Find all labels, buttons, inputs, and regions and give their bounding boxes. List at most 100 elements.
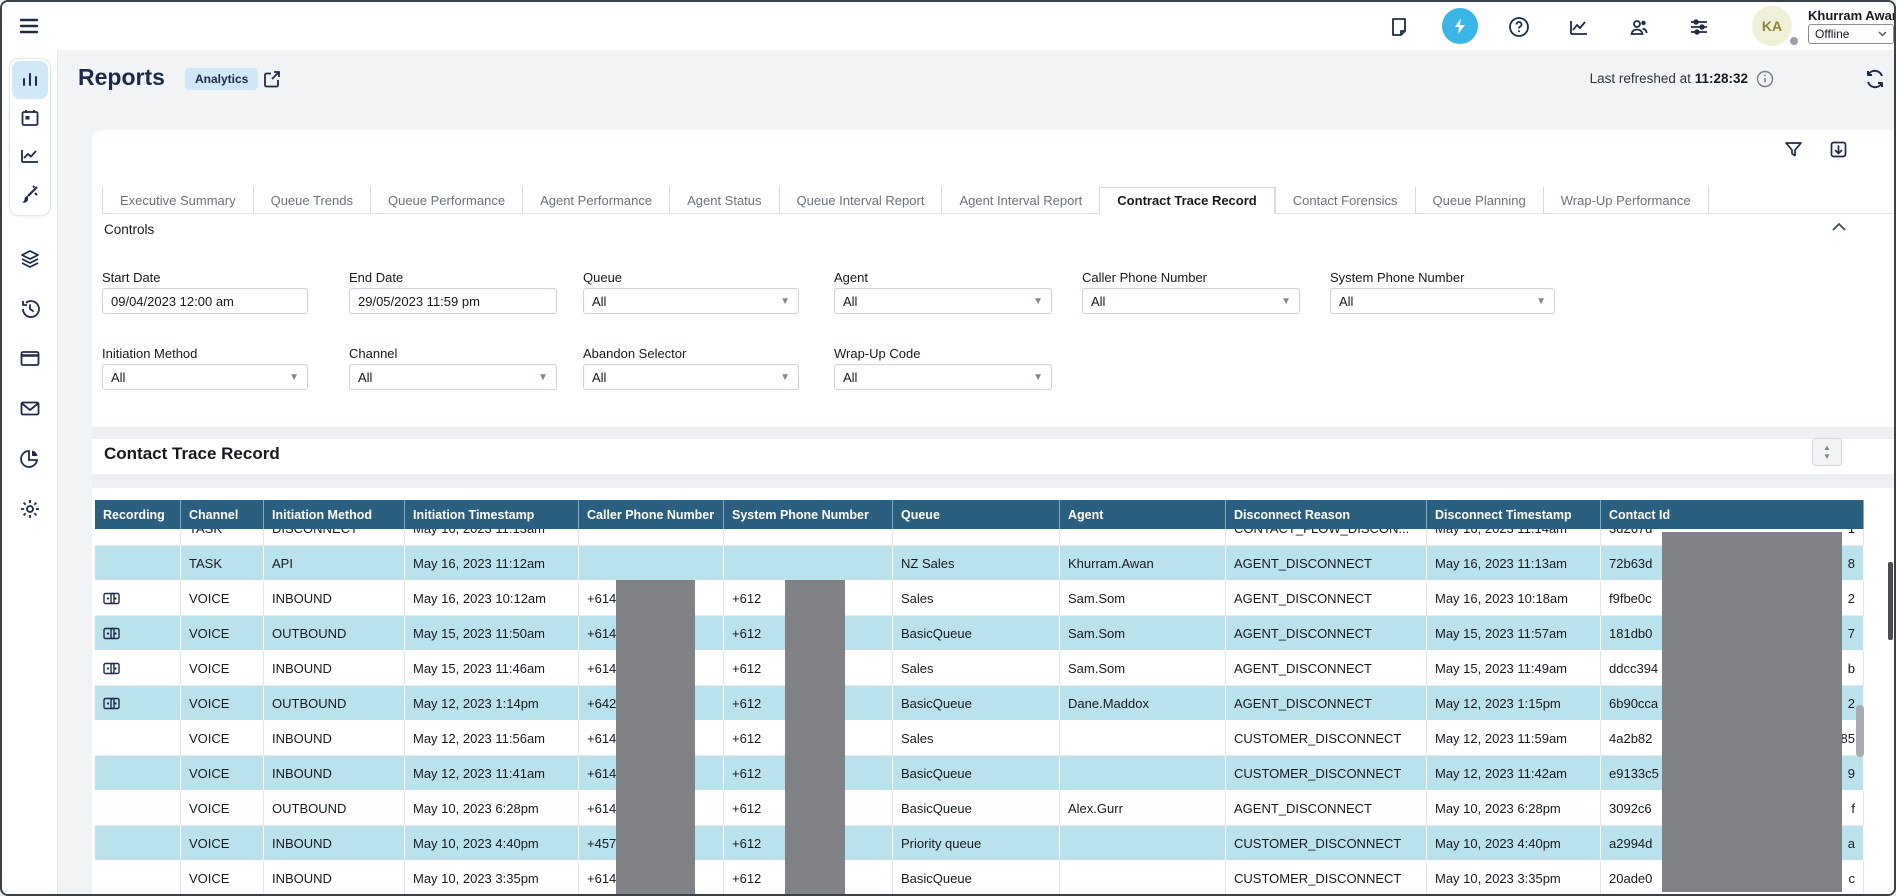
filter-select-system-phone-number[interactable]: All ▼ [1330,288,1555,314]
status-select[interactable]: Offline [1808,24,1894,44]
disconnect-reason-cell: AGENT_DISCONNECT [1226,791,1427,825]
sidebar-item-history[interactable] [9,290,51,328]
table-row[interactable]: VOICE OUTBOUND May 15, 2023 11:50am +614 +61… [95,616,1864,651]
table-row[interactable]: VOICE INBOUND May 12, 2023 11:56am +614 +612… [95,721,1864,756]
bar-chart-icon [23,73,37,86]
table-row[interactable]: TASK DISCONNECT May 16, 2023 11:13am CONTAC… [95,529,1864,546]
recording-icon[interactable] [103,592,120,605]
table-row[interactable]: VOICE OUTBOUND May 12, 2023 1:14pm +642 +612… [95,686,1864,721]
tab-queue-trends[interactable]: Queue Trends [252,187,370,213]
sidebar-item-settings[interactable] [9,490,51,528]
sidebar-item-windows[interactable] [9,340,51,378]
tab-executive-summary[interactable]: Executive Summary [102,187,253,213]
column-header-channel[interactable]: Channel [181,500,264,529]
disconnect-timestamp-cell: May 16, 2023 11:14am [1427,529,1601,545]
collapse-chevron-icon[interactable] [1832,222,1846,231]
column-header-disconnect-reason[interactable]: Disconnect Reason [1226,500,1427,529]
tab-agent-performance[interactable]: Agent Performance [522,187,669,213]
help-icon[interactable] [1508,16,1530,38]
table-scroll-area[interactable]: TASK DISCONNECT May 16, 2023 11:13am CONTAC… [95,529,1864,894]
table-row[interactable]: VOICE INBOUND May 15, 2023 11:46am +614 +612… [95,651,1864,686]
recording-icon[interactable] [103,662,120,675]
column-header-recording[interactable]: Recording [95,500,181,529]
column-header-agent[interactable]: Agent [1060,500,1226,529]
column-header-caller-phone-number[interactable]: Caller Phone Number [579,500,724,529]
filter-select-agent[interactable]: All ▼ [834,288,1052,314]
note-icon[interactable] [1388,16,1410,38]
sliders-icon[interactable] [1688,16,1710,38]
bolt-icon[interactable] [1442,8,1478,44]
cell-text: May 15, 2023 11:46am [413,660,546,676]
channel-cell: TASK [181,546,264,580]
download-icon[interactable] [1829,140,1848,159]
tab-agent-interval-report[interactable]: Agent Interval Report [941,187,1099,213]
column-header-contact-id[interactable]: Contact Id [1601,500,1864,529]
chevron-down-icon: ▼ [538,371,548,383]
refresh-icon[interactable] [1864,68,1886,90]
table-row[interactable]: VOICE INBOUND May 12, 2023 11:41am +614 +612… [95,756,1864,791]
external-link-icon[interactable] [262,69,282,89]
sidebar-item-stacks[interactable] [9,240,51,278]
sidebar-item-trends[interactable] [12,137,48,175]
sidebar-item-reporting[interactable] [9,440,51,478]
table-row[interactable]: TASK API May 16, 2023 11:12am NZ Sales Khurr… [95,546,1864,581]
table-row[interactable]: VOICE INBOUND May 10, 2023 4:40pm +457 +612 P… [95,826,1864,861]
panel-divider [92,427,1894,439]
sidebar-item-reports[interactable] [12,61,48,99]
cell-text: TASK [189,555,222,571]
info-icon[interactable] [1756,70,1774,88]
filter-select-caller-phone-number[interactable]: All ▼ [1082,288,1300,314]
column-header-initiation-method[interactable]: Initiation Method [264,500,405,529]
table-row[interactable]: VOICE OUTBOUND May 10, 2023 6:28pm +614 +612… [95,791,1864,826]
avatar[interactable]: KA [1752,6,1792,46]
agent-cell [1060,861,1226,894]
cell-text: May 16, 2023 11:13am [413,529,545,536]
page-scrollbar-thumb[interactable] [1888,562,1893,640]
tab-contact-forensics[interactable]: Contact Forensics [1274,187,1415,213]
users-icon[interactable] [1628,16,1650,38]
table-scrollbar-thumb[interactable] [1856,705,1864,757]
tab-wrap-up-performance[interactable]: Wrap-Up Performance [1542,187,1709,213]
recording-icon[interactable] [103,627,120,640]
tab-queue-planning[interactable]: Queue Planning [1414,187,1543,213]
caller-phone-cell: +614 [579,651,724,685]
tab-contract-trace-record[interactable]: Contract Trace Record [1099,187,1275,214]
cell-text: +614 [587,625,617,641]
tab-queue-interval-report[interactable]: Queue Interval Report [778,187,942,213]
contact-id-cell: e9133c5 9 [1601,756,1864,790]
tab-agent-status[interactable]: Agent Status [669,187,778,213]
recording-icon[interactable] [103,697,120,710]
cell-text: +614 [587,870,617,886]
column-header-queue[interactable]: Queue [893,500,1060,529]
column-header-system-phone-number[interactable]: System Phone Number [724,500,893,529]
contact-id-cell: ddcc394 b [1601,651,1864,685]
disconnect-reason-cell: CONTACT_FLOW_DISCON... [1226,529,1427,545]
table-row[interactable]: VOICE INBOUND May 10, 2023 3:35pm +614 +612 B… [95,861,1864,894]
filter-select-initiation-method[interactable]: All ▼ [102,364,308,390]
sidebar-item-mail[interactable] [9,390,51,428]
sidebar-item-calendar[interactable] [12,99,48,137]
filter-input-end-date[interactable]: 29/05/2023 11:59 pm [349,288,557,314]
recording-cell [95,826,181,860]
caller-phone-cell: +614 [579,756,724,790]
column-header-initiation-timestamp[interactable]: Initiation Timestamp [405,500,579,529]
filter-select-queue[interactable]: All ▼ [583,288,799,314]
filter-select-channel[interactable]: All ▼ [349,364,557,390]
filter-input-start-date[interactable]: 09/04/2023 12:00 am [102,288,308,314]
initiation-timestamp-cell: May 10, 2023 4:40pm [405,826,579,860]
sidebar-item-customize[interactable] [12,175,48,213]
initiation-method-cell: OUTBOUND [264,791,405,825]
filter-select-wrap-up-code[interactable]: All ▼ [834,364,1052,390]
filter-select-abandon-selector[interactable]: All ▼ [583,364,799,390]
tab-queue-performance[interactable]: Queue Performance [369,187,522,213]
filter-icon[interactable] [1784,140,1803,159]
contact-id-prefix: 181db0 [1609,625,1653,641]
table-row[interactable]: VOICE INBOUND May 16, 2023 10:12am +614 +612… [95,581,1864,616]
insights-icon[interactable] [1568,16,1590,38]
scroll-stepper[interactable]: ▲ ▼ [1812,438,1842,466]
column-header-disconnect-timestamp[interactable]: Disconnect Timestamp [1427,500,1601,529]
contact-id-prefix: 20ade0 [1609,870,1653,886]
cell-text: TASK [189,529,222,536]
filter-label-abandon-selector: Abandon Selector [583,346,687,361]
menu-icon[interactable] [18,15,40,37]
